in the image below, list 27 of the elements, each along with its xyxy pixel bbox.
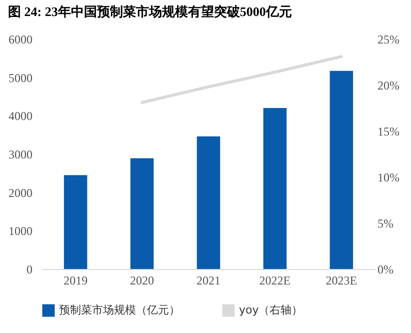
- y-tick-label: 6000: [8, 32, 32, 46]
- y-tick-label: 2000: [8, 186, 32, 200]
- y-tick-label: 5000: [8, 70, 32, 85]
- legend-label: yoy（右轴）: [239, 304, 303, 317]
- y2-tick-label: 20%: [378, 78, 400, 92]
- x-tick-label: 2020: [130, 274, 154, 288]
- legend-label: 预制菜市场规模（亿元）: [59, 304, 180, 317]
- bar: [130, 158, 154, 269]
- x-tick-label: 2022E: [259, 274, 291, 288]
- line-series: [140, 54, 343, 104]
- y2-tick-label: 25%: [378, 32, 400, 46]
- chart-title: 图 24: 23年中国预制菜市场规模有望突破5000亿元: [8, 4, 292, 19]
- y2-tick-label: 0%: [378, 262, 394, 276]
- bar: [330, 70, 354, 269]
- y2-tick-label: 10%: [378, 170, 400, 184]
- x-tick-label: 2021: [196, 274, 220, 288]
- y2-tick-label: 15%: [378, 124, 400, 138]
- bar: [263, 108, 287, 269]
- y2-tick-label: 5%: [378, 216, 394, 230]
- bar: [196, 136, 220, 269]
- y-tick-label: 0: [26, 262, 32, 276]
- bar: [64, 175, 88, 269]
- x-tick-label: 2019: [64, 274, 88, 288]
- x-tick-label: 2023E: [326, 274, 358, 288]
- y-tick-label: 4000: [8, 109, 32, 124]
- y-tick-label: 3000: [8, 148, 32, 162]
- y-tick-label: 1000: [8, 224, 32, 238]
